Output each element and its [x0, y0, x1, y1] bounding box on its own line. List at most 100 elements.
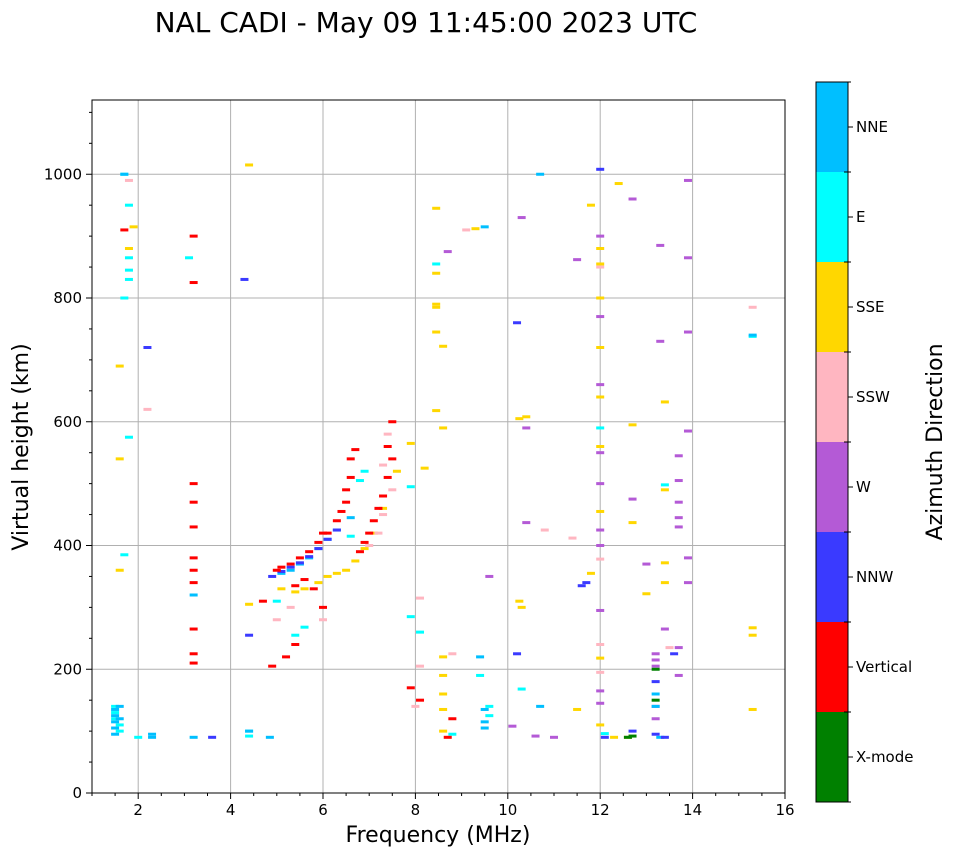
echo-point-e — [432, 262, 441, 266]
y-axis-label: Virtual height (km) — [9, 343, 34, 550]
echo-point-sse — [660, 488, 669, 492]
colorbar-label: NNE — [856, 118, 888, 136]
echo-point-vertical — [189, 568, 198, 572]
echo-point-sse — [360, 547, 369, 551]
echo-point-w — [683, 581, 692, 585]
echo-point-sse — [586, 571, 595, 575]
echo-point-e — [406, 615, 415, 619]
echo-point-nnw — [582, 581, 591, 585]
echo-point-sse — [596, 247, 605, 250]
echo-point-sse — [471, 227, 480, 231]
echo-point-vertical — [189, 500, 198, 504]
echo-point-w — [485, 574, 494, 578]
echo-point-w — [596, 701, 605, 705]
echo-point-e — [476, 673, 485, 677]
echo-point-w — [651, 717, 660, 721]
echo-point-nnw — [600, 735, 609, 739]
echo-point-vertical — [277, 565, 286, 569]
echo-point-w — [531, 734, 540, 738]
echo-point-nnw — [143, 346, 152, 349]
echo-point-e — [485, 704, 494, 708]
echo-point-nnw — [670, 652, 679, 656]
echo-point-vertical — [374, 506, 383, 510]
echo-point-nne — [536, 172, 545, 176]
echo-point-sse — [115, 568, 124, 572]
colorbar-segment — [816, 622, 848, 712]
echo-point-vertical — [314, 540, 323, 544]
echo-point-e — [406, 485, 415, 489]
echo-point-vertical — [189, 234, 198, 238]
echo-point-sse — [245, 163, 254, 167]
echo-point-sse — [596, 656, 605, 660]
echo-point-nne — [651, 692, 660, 696]
echo-point-w — [596, 608, 605, 612]
echo-point-sse — [596, 723, 605, 727]
echo-point-nnw — [323, 537, 332, 541]
echo-point-w — [674, 673, 683, 677]
echo-point-ssw — [540, 528, 549, 532]
echo-point-sse — [748, 707, 757, 711]
echo-point-nne — [189, 593, 198, 597]
echo-point-e — [346, 534, 355, 538]
azimuth-colorbar: X-mode Vertical NNW W SSW SSE E NNE — [815, 81, 913, 803]
echo-point-ssw — [365, 544, 374, 547]
echo-point-sse — [517, 605, 526, 609]
echo-point-e — [124, 203, 133, 207]
echo-point-nne — [111, 720, 120, 724]
echo-point-nnw — [577, 584, 586, 588]
echo-point-nne — [111, 732, 120, 736]
echo-point-w — [651, 652, 660, 656]
echo-point-w — [628, 497, 637, 501]
colorbar-segment — [816, 262, 848, 352]
echo-point-sse — [432, 206, 441, 210]
echo-point-sse — [323, 574, 332, 578]
echo-point-nnw — [240, 277, 249, 281]
echo-point-ssw — [319, 618, 327, 622]
echo-point-w — [656, 243, 665, 247]
echo-point-vertical — [365, 531, 374, 535]
echo-point-w — [683, 178, 692, 182]
colorbar-title: Azimuth Direction — [923, 343, 948, 540]
echo-point-x-mode — [628, 734, 637, 738]
echo-point-sse — [432, 330, 441, 334]
echo-point-nnw — [314, 547, 323, 551]
echo-point-nne — [748, 333, 757, 337]
echo-point-ssw — [416, 596, 425, 600]
echo-point-ssw — [379, 463, 388, 467]
echo-point-e — [111, 704, 120, 708]
echo-point-ssw — [411, 704, 420, 708]
echo-point-nnw — [513, 321, 522, 325]
colorbar-segment — [816, 712, 848, 802]
echo-point-vertical — [120, 228, 129, 232]
echo-point-sse — [610, 735, 619, 739]
echo-point-vertical — [346, 457, 355, 461]
echo-point-e — [416, 630, 425, 634]
colorbar-segment — [816, 172, 848, 262]
echo-point-vertical — [189, 525, 198, 529]
echo-point-nne — [651, 704, 660, 708]
echo-point-vertical — [383, 445, 392, 448]
echo-point-nne — [115, 717, 124, 721]
echo-point-sse — [277, 587, 286, 591]
echo-point-vertical — [189, 281, 198, 285]
colorbar-label: W — [856, 478, 871, 496]
echo-point-e — [272, 599, 281, 603]
echo-point-e — [517, 687, 526, 691]
echo-point-w — [674, 525, 683, 529]
echo-point-vertical — [268, 664, 277, 668]
echo-point-w — [683, 330, 692, 334]
echo-point-sse — [596, 509, 605, 513]
echo-point-sse — [300, 587, 309, 591]
echo-point-ssw — [286, 605, 295, 609]
echo-point-vertical — [319, 605, 327, 609]
echo-point-e — [115, 723, 124, 727]
echo-point-sse — [515, 417, 524, 421]
echo-point-sse — [614, 182, 623, 186]
echo-point-w — [683, 556, 692, 560]
x-tick-label: 6 — [318, 801, 328, 819]
echo-point-ssw — [379, 513, 388, 517]
echo-point-nnw — [305, 555, 314, 559]
x-tick-label: 12 — [591, 801, 610, 819]
echo-point-w — [683, 429, 692, 433]
